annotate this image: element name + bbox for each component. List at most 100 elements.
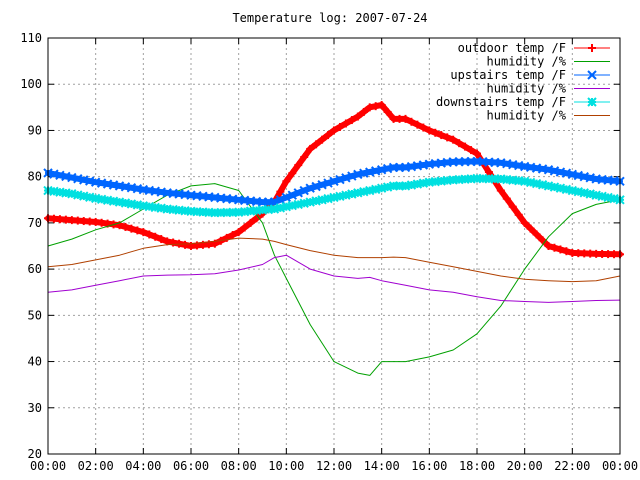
y-tick-label: 110 [20,31,42,45]
data-point [371,102,380,111]
series-2 [47,183,621,376]
x-tick-label: 16:00 [411,459,447,473]
data-point [281,202,292,212]
y-tick-label: 40 [28,355,42,369]
y-tick-label: 30 [28,401,42,415]
data-point [401,114,410,123]
series-4 [47,254,621,303]
data-point [330,126,338,135]
data-point [276,187,285,196]
x-tick-label: 18:00 [459,459,495,473]
data-point [425,126,434,135]
data-point [502,194,511,203]
x-tick-label: 20:00 [507,459,543,473]
data-point [133,226,142,235]
data-point [496,186,505,195]
y-tick-label: 80 [28,170,42,184]
data-point [573,186,583,197]
data-point [335,122,344,131]
legend-label: humidity /% [487,109,567,123]
data-point [365,185,375,196]
data-point [324,131,333,140]
grid [48,38,620,454]
data-point [222,233,231,242]
data-point [526,224,535,233]
data-point [282,177,291,186]
data-point [365,103,374,112]
data-point [353,112,362,121]
data-point [288,169,297,178]
data-point [556,245,565,254]
y-tick-label: 60 [28,262,42,276]
data-point [508,202,517,211]
data-point [151,232,160,241]
data-point [407,117,416,126]
data-point [157,235,166,244]
data-point [461,142,470,151]
data-point [293,188,303,198]
x-axis-ticks: 00:00 02:00 04:00 06:00 08:00 10:00 12:00 14:00… [30,38,638,473]
data-point [318,135,327,144]
x-tick-label: 04:00 [125,459,161,473]
x-tick-label: 00:00 [30,459,66,473]
data-point [269,204,280,214]
data-point [467,146,476,155]
data-point [520,218,529,227]
series-line [47,254,621,303]
data-point [437,131,446,140]
data-point [127,224,136,233]
data-point [514,210,523,219]
data-point [145,230,154,239]
data-point [347,189,357,199]
data-point [234,228,243,237]
y-tick-label: 20 [28,447,42,461]
data-point [240,223,249,232]
plot-frame [47,37,621,455]
data-point [455,139,464,148]
x-tick-label: 10:00 [268,459,304,473]
x-tick-label: 06:00 [173,459,209,473]
data-point [473,149,481,158]
data-point [281,192,292,203]
data-point [169,238,178,247]
data-point [419,123,428,132]
data-point [484,168,493,177]
legend-marker [587,70,597,80]
legend-label: humidity /% [487,82,567,96]
data-point [312,140,321,149]
data-point [299,185,309,196]
legend-label: downstairs temp /F [436,95,566,109]
series-5 [43,173,625,218]
y-tick-label: 50 [28,308,42,322]
data-point [287,200,297,211]
data-point [121,222,130,231]
data-point [567,185,578,196]
data-point [287,190,297,200]
data-point [181,240,190,249]
data-point [544,242,553,250]
data-point [341,119,350,128]
legend-label: outdoor temp /F [458,41,566,55]
data-point [591,190,601,200]
x-tick-label: 22:00 [554,459,590,473]
data-point [562,247,571,256]
y-tick-label: 90 [28,123,42,137]
y-tick-label: 100 [20,77,42,91]
series-line [47,237,621,283]
series-line [47,183,621,376]
data-point [359,107,368,116]
legend-marker [587,97,597,107]
data-point [443,133,452,142]
data-point [294,161,303,170]
legend-marker [588,44,596,52]
data-point [413,120,422,129]
data-point [377,101,386,110]
data-point [300,153,309,162]
data-point [306,144,315,153]
data-point [163,237,172,246]
data-point [538,236,547,245]
x-tick-label: 14:00 [364,459,400,473]
data-point [383,107,392,116]
